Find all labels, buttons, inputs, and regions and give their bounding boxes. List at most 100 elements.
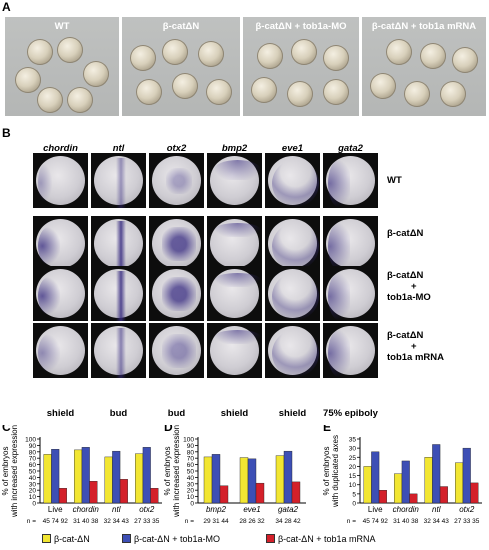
n-label: 31 40 38 [393,518,419,525]
bar [470,482,479,504]
embryo-image [323,45,349,71]
in-situ-image [265,153,320,208]
embryo-image [94,219,143,271]
row-label-line: WT [387,175,402,186]
y-tick-label: 70 [29,456,37,463]
in-situ-image [33,323,88,378]
n-label: 45 74 92 [363,518,389,525]
y-axis-label: % of embryos [163,447,172,496]
in-situ-image [149,266,204,321]
embryo-image [210,156,261,205]
bar [363,466,372,504]
row-label-line: tob1a-MO [387,292,431,303]
panel-a-label: A [2,0,11,14]
embryo-image [268,326,319,377]
legend-swatch-yellow [42,534,51,543]
y-axis-label: with increased expression [172,425,181,518]
legend-item-mo: β-cat-ΔN + tob1a-MO [122,534,220,544]
bar [89,481,98,504]
embryo-image [323,79,349,105]
y-tick-label: 15 [349,473,357,480]
embryo-image [130,45,156,71]
n-prefix: n = [185,518,194,525]
n-label: 31 40 38 [73,518,99,525]
in-situ-image [91,266,146,321]
bar [135,453,144,504]
embryo-image [198,41,224,67]
x-category-label: eve1 [243,505,260,514]
y-tick-label: 10 [349,482,357,489]
embryo-image [36,326,85,375]
stain-region [162,277,196,311]
stain-region [328,330,350,377]
bar [462,447,471,504]
embryo-image [287,81,313,107]
bar [219,485,229,504]
legend-label: β-cat-ΔN [54,534,90,544]
embryo-image [370,73,396,99]
embryo-image [36,269,85,318]
x-category-label: chordin [393,505,420,514]
x-category-label: otx2 [139,505,155,514]
embryo-image [268,269,319,320]
y-tick-label: 100 [183,437,194,444]
y-tick-label: 30 [349,446,357,453]
n-label: 32 34 43 [424,518,450,525]
embryo-image [268,156,319,207]
stain-region [272,160,319,207]
embryo-image [257,43,283,69]
panel-a-header-mo: β-catΔN + tob1a-MO [255,21,347,32]
bar [247,458,257,504]
bar [104,456,113,504]
panel-a-photo-betacat: β-catΔN [122,17,240,116]
n-label: 32 34 43 [104,518,130,525]
in-situ-image [91,323,146,378]
row-label-line: tob1a mRNA [387,352,445,363]
embryo-image [162,39,188,65]
stain-region [214,330,261,344]
legend-item-mrna: β-cat-ΔN + tob1a mRNA [266,534,375,544]
bar [394,473,403,504]
row-label-line: + [411,281,417,292]
in-situ-image [323,323,378,378]
embryo-image [152,269,201,318]
panel-a-photo-mrna: β-catΔN + tob1a mRNA [362,17,486,116]
stage-label: shield [46,408,75,419]
bar [43,454,52,504]
in-situ-image [149,153,204,208]
y-tick-label: 50 [29,469,37,476]
n-label: 28 26 32 [239,518,265,525]
stain-region [116,158,126,208]
y-tick-label: 90 [187,443,195,450]
stain-region [214,273,261,287]
x-category-label: bmp2 [206,505,227,514]
embryo-image [152,326,201,375]
stain-region [272,330,319,377]
in-situ-image [265,266,320,321]
row-label-line: β-catΔN [387,270,424,281]
stage-label: shield [220,408,249,419]
embryo-image [94,269,143,321]
embryo-image [172,73,198,99]
n-label: 34 28 42 [275,518,301,525]
y-tick-label: 5 [352,491,356,498]
y-tick-label: 80 [187,449,195,456]
bar [255,482,265,504]
n-label: 27 33 35 [454,518,480,525]
embryo-image [291,39,317,65]
stain-region [272,273,319,320]
bar [58,488,67,504]
in-situ-image [265,323,320,378]
x-category-label: otx2 [459,505,475,514]
in-situ-image [207,153,262,208]
stain-region [328,160,350,207]
bar [291,481,301,504]
gene-header-chordin: chordin [43,143,78,154]
row-label-line: β-catΔN [387,330,424,341]
in-situ-image [149,323,204,378]
in-situ-image [323,153,378,208]
panel-a-header-betacat: β-catΔN [162,21,200,32]
stain-region [38,277,60,315]
in-situ-image [207,216,262,271]
bar [239,457,249,504]
